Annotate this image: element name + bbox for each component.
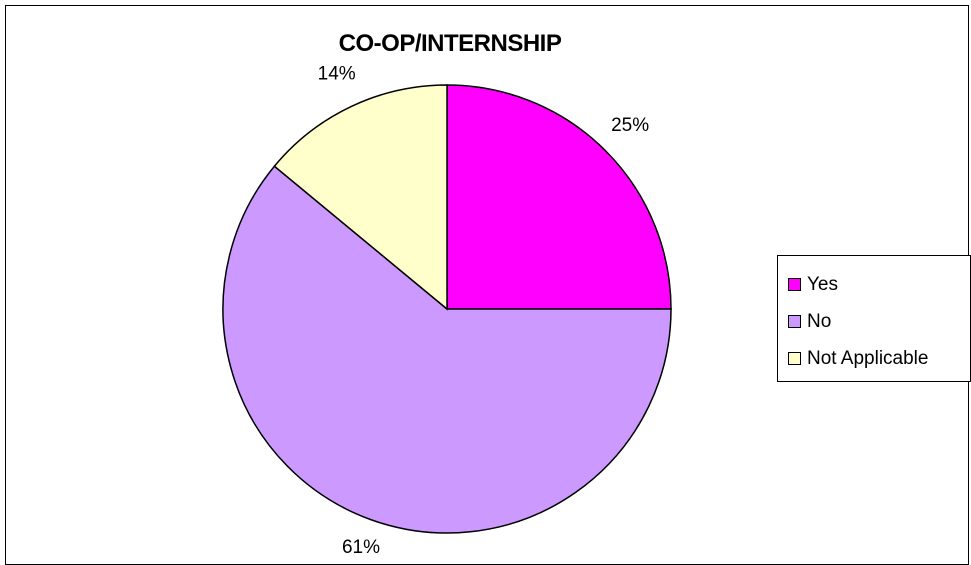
pie-slice-yes — [446, 84, 672, 310]
pie-labels: 25% 61% 14% — [318, 64, 650, 558]
data-label-no: 61% — [342, 537, 380, 558]
legend-item-not-applicable: Not Applicable — [778, 340, 970, 377]
pie-slices — [222, 84, 672, 534]
legend-label-no: No — [807, 310, 832, 332]
chart-title: CO-OP/INTERNSHIP — [338, 30, 562, 57]
data-label-not-applicable: 14% — [318, 64, 356, 85]
data-label-yes: 25% — [611, 115, 649, 136]
pie-slice-no — [222, 165, 672, 534]
pie-slice-not-applicable — [273, 84, 448, 311]
legend-swatch-yes — [788, 278, 801, 291]
legend: Yes No Not Applicable — [777, 255, 971, 382]
legend-item-no: No — [778, 303, 970, 340]
legend-item-yes: Yes — [778, 266, 970, 303]
legend-swatch-not-applicable — [788, 352, 801, 365]
legend-label-yes: Yes — [807, 273, 838, 295]
legend-swatch-no — [788, 315, 801, 328]
legend-label-not-applicable: Not Applicable — [807, 347, 929, 369]
